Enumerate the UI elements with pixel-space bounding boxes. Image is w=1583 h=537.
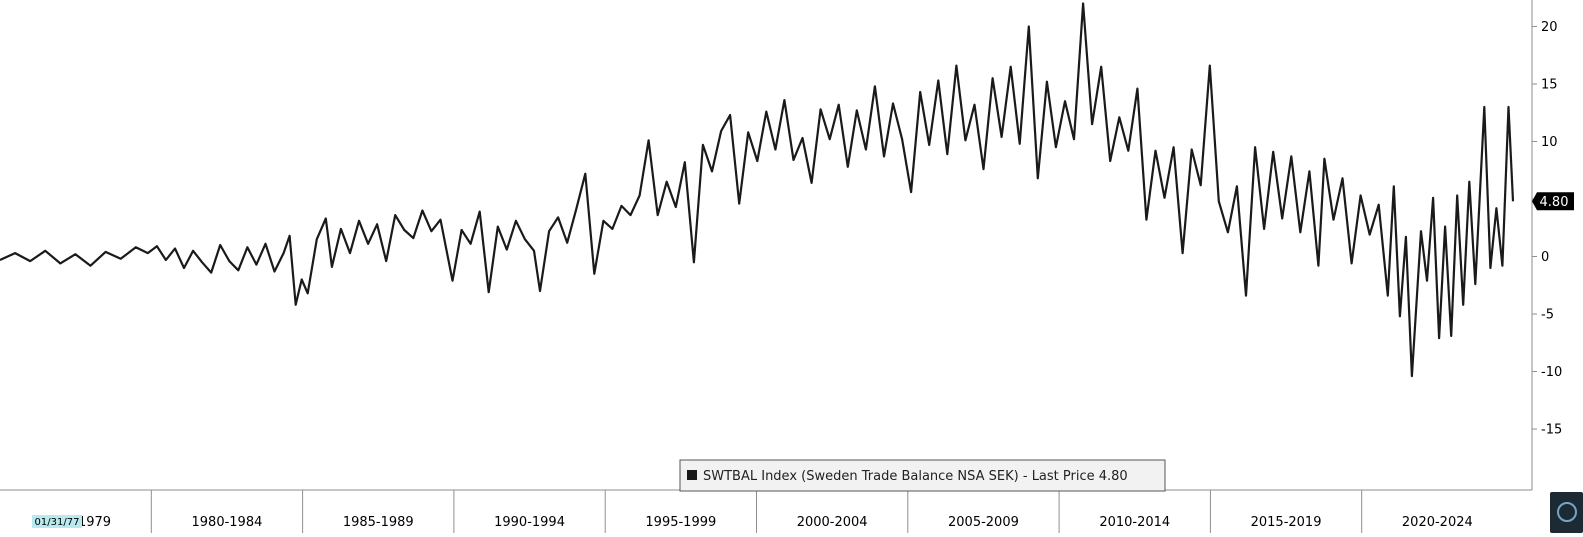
x-tick-label: 2015-2019 <box>1251 515 1322 530</box>
last-price-marker: 4.80 <box>1532 192 1574 211</box>
x-tick-label: 1990-1994 <box>494 515 565 530</box>
cursor-date-badge: 01/31/77 <box>32 515 82 528</box>
last-price-label: 4.80 <box>1540 195 1569 210</box>
y-tick-label: -15 <box>1541 423 1562 438</box>
y-tick-label: -5 <box>1541 308 1554 323</box>
corner-icon[interactable] <box>1550 492 1583 533</box>
y-tick-label: 10 <box>1541 135 1558 150</box>
series-line-0 <box>0 2 1515 378</box>
y-tick-label: 20 <box>1541 20 1558 35</box>
legend-label: SWTBAL Index (Sweden Trade Balance NSA S… <box>703 469 1128 484</box>
last-price-tag <box>1532 192 1574 211</box>
legend-swatch <box>687 470 697 480</box>
cursor-date-bg <box>32 515 82 528</box>
legend-box <box>679 459 1166 492</box>
x-tick-label: 1980-1984 <box>192 515 263 530</box>
x-tick-label: 1995-1999 <box>645 515 716 530</box>
x-tick-label: 2000-2004 <box>797 515 868 530</box>
y-tick-label: 15 <box>1541 77 1558 92</box>
y-tick-label: 0 <box>1541 250 1549 265</box>
x-tick-label: 1985-1989 <box>343 515 414 530</box>
legend: SWTBAL Index (Sweden Trade Balance NSA S… <box>679 459 1166 492</box>
series-layer <box>0 2 1515 378</box>
x-tick-label: 2010-2014 <box>1099 515 1170 530</box>
cursor-date-label: 01/31/77 <box>35 517 80 528</box>
corner-icon-glyph <box>1557 502 1577 522</box>
x-axis: 1975-19791980-19841985-19891990-19941995… <box>0 489 1532 533</box>
y-tick-label: -10 <box>1541 365 1562 380</box>
x-tick-label: 2005-2009 <box>948 515 1019 530</box>
corner-icon-bg <box>1550 492 1583 533</box>
x-tick-label: 2020-2024 <box>1402 515 1473 530</box>
